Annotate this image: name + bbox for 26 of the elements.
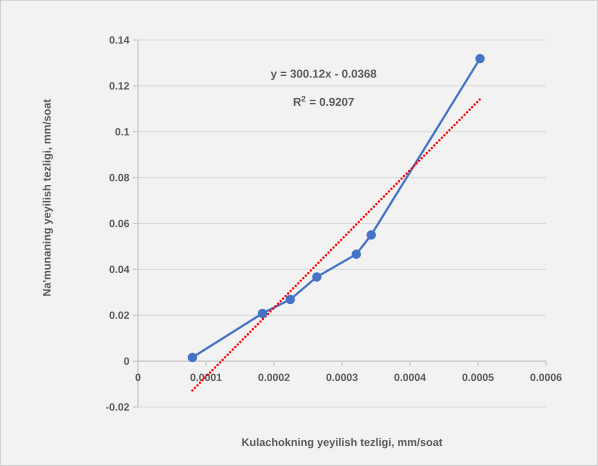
point bbox=[188, 352, 198, 362]
x-tick-label: 0.0002 bbox=[258, 374, 290, 382]
point bbox=[312, 272, 322, 282]
y-tick-label: 0.04 bbox=[110, 266, 130, 274]
y-tick-label: 0.12 bbox=[110, 82, 130, 90]
x-tick-label: 0 bbox=[136, 374, 140, 382]
point bbox=[366, 230, 376, 240]
y-axis-title: Na'munaning yeyilish tezligi, mm/soat bbox=[42, 99, 53, 296]
x-tick-label: 0.0004 bbox=[394, 374, 426, 382]
point bbox=[286, 294, 296, 304]
y-tick-label: 0.06 bbox=[110, 220, 130, 228]
x-tick-label: 0.0006 bbox=[530, 374, 562, 382]
point bbox=[475, 54, 485, 64]
y-tick-label: -0.02 bbox=[106, 403, 130, 411]
point bbox=[352, 250, 361, 259]
annotation: R$^{2}$ = 0.9207 bbox=[294, 96, 354, 106]
y-tick-label: 0.1 bbox=[115, 128, 130, 136]
y-tick-label: 0 bbox=[124, 357, 130, 365]
y-tick-label: 0.02 bbox=[110, 312, 130, 319]
point bbox=[258, 308, 268, 318]
x-tick-label: 0.0003 bbox=[326, 374, 358, 382]
y-tick-label: 0.14 bbox=[110, 36, 130, 44]
y-tick-label: 0.08 bbox=[110, 174, 130, 182]
x-tick-label: 0.0005 bbox=[462, 374, 494, 382]
x-axis-title: Kulachokning yeyilish tezligi, mm/soat bbox=[242, 438, 442, 448]
annotation: y = 300.12x - 0.0368 bbox=[270, 70, 376, 80]
